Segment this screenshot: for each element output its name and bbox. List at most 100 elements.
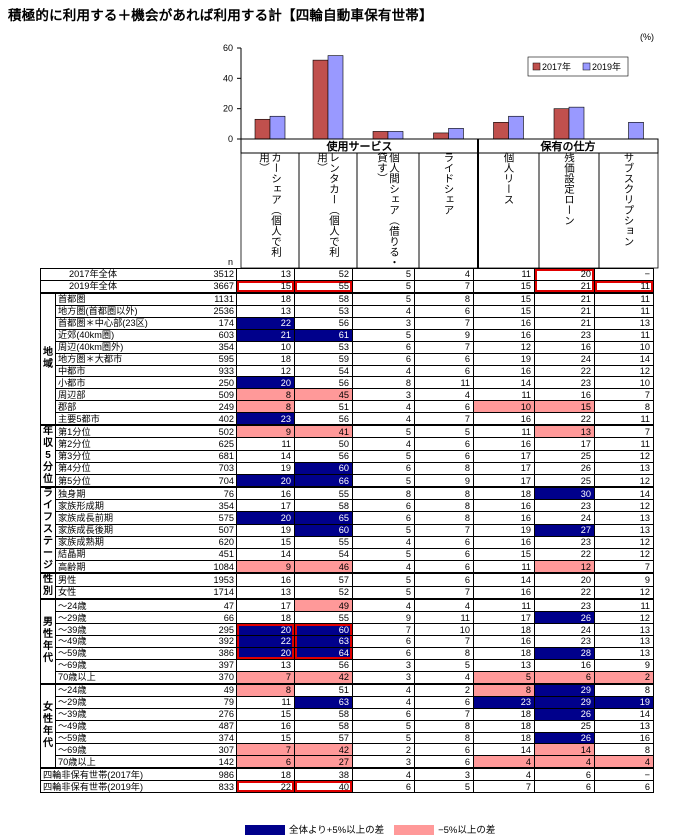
value-cell: 14 [594,707,654,721]
value-cell: 14 [594,352,654,366]
value-cell: 16 [594,731,654,745]
value-cell: 4 [352,304,415,318]
row-label: 結晶期 [55,547,204,561]
value-cell: 5 [414,658,474,672]
value-cell: 16 [236,486,295,501]
column-header: カーシェア（個人で利用） [241,152,299,270]
column-header: レンタカー（個人で利用） [299,152,357,270]
value-cell: 7 [236,743,295,757]
bar-2019年 [448,128,464,140]
n-label: n [228,257,233,267]
row-label: 第2分位 [55,437,204,451]
value-cell: 16 [473,535,535,549]
value-cell: 11 [473,559,535,574]
table-row: 第2分位 625 11 50 4 6 16 17 11 [41,437,654,451]
sample-size: 595 [203,352,237,366]
value-cell: 5 [352,731,415,745]
value-cell: 7 [414,412,474,426]
sample-size: 76 [203,486,237,501]
value-cell: 17 [534,437,595,451]
row-label: ～49歳 [55,635,204,648]
value-cell: 4 [414,598,474,613]
value-cell: 13 [594,623,654,636]
row-label: ～49歳 [55,719,204,733]
value-cell: 56 [294,376,353,390]
value-cell: 16 [473,328,535,342]
value-cell: 30 [534,486,595,501]
value-cell: 4 [352,437,415,451]
table-row: ～49歳 392 22 63 6 7 16 23 13 [41,635,654,648]
sample-size: 703 [203,461,237,475]
bar-2019年 [568,106,585,140]
value-cell: 13 [236,585,295,600]
sample-size: 142 [203,755,237,769]
table-row: 家族成長後期 507 19 60 5 7 19 27 13 [41,523,654,537]
table-row: ラ イ フ ス テ ー ジ独身期 76 16 55 8 8 18 30 14 [40,486,654,574]
value-cell: 22 [534,547,595,561]
value-cell: 13 [594,646,654,660]
table-row: ～49歳 487 16 58 5 8 18 25 13 [41,719,654,733]
value-cell: 26 [534,611,595,625]
sample-size: 833 [203,780,237,794]
value-cell: 65 [294,511,353,525]
column-header-label: 個人リース [502,152,515,205]
sample-size: 487 [203,719,237,733]
data-table: 2017年全体 3512 13 52 5 4 11 20−2019年全体 3667 15 55 5 7 1… [40,268,654,794]
value-cell: 18 [473,486,535,501]
sample-size: 47 [203,598,237,613]
value-cell: 11 [594,598,654,613]
bar-2017年 [372,131,389,140]
value-cell: 57 [294,572,353,587]
value-cell: 6 [414,547,474,561]
sample-size: 625 [203,437,237,451]
value-cell: 17 [236,499,295,513]
sample-size: 603 [203,328,237,342]
value-cell: 5 [352,719,415,733]
legend-item: −5%以上の差 [394,822,495,836]
sample-size: 402 [203,412,237,426]
sample-size: 174 [203,316,237,330]
value-cell: 9 [236,424,295,439]
bar-2019年 [508,115,524,140]
table-row: ～59歳 374 15 57 5 8 18 26 16 [41,731,654,745]
row-label: 70歳以上 [55,670,204,685]
value-cell: 11 [236,437,295,451]
value-cell: 17 [473,611,535,625]
value-cell: 23 [534,499,595,513]
value-cell: 7 [594,559,654,574]
y-tick-label: 60 [223,43,233,53]
sample-size: 370 [203,670,237,685]
value-cell: 21 [534,316,595,330]
value-cell: 19 [473,523,535,537]
table-row: 家族成長前期 575 20 65 6 8 16 24 13 [41,511,654,525]
row-label: 周辺部 [55,388,204,402]
value-cell: 17 [473,449,535,463]
value-cell: 10 [473,400,535,414]
value-cell: 56 [294,658,353,672]
bar-chart: 0 20 40 60 2017年 2019年 (%) 使用サービス 保有の仕方 n [223,32,659,269]
value-cell: 6 [414,449,474,463]
row-label: 70歳以上 [55,755,204,769]
value-cell: 3 [414,767,474,782]
value-cell: 2 [414,682,474,697]
column-header: 個人リース [478,152,539,270]
table-row: ～69歳 397 13 56 3 5 13 16 9 [41,658,654,672]
value-cell: 17 [236,598,295,613]
value-cell: 22 [534,412,595,426]
value-cell: 12 [594,547,654,561]
table-row: 家族成熟期 620 15 55 4 6 16 23 12 [41,535,654,549]
value-cell: 8 [414,646,474,660]
value-cell: 63 [294,635,353,648]
value-cell: 3 [352,755,415,769]
sample-size: 620 [203,535,237,549]
value-cell: 7 [414,340,474,354]
row-label: 四輪非保有世帯(2017年) [40,767,204,782]
value-cell: 9 [414,328,474,342]
value-cell: 4 [352,400,415,414]
sample-size: 1084 [203,559,237,574]
table-row: ～29歳 79 11 63 4 6 23 29 19 [41,695,654,709]
unit-label: (%) [640,32,654,42]
value-cell: 6 [236,755,295,769]
sample-size: 1953 [203,572,237,587]
value-cell: 28 [534,646,595,660]
